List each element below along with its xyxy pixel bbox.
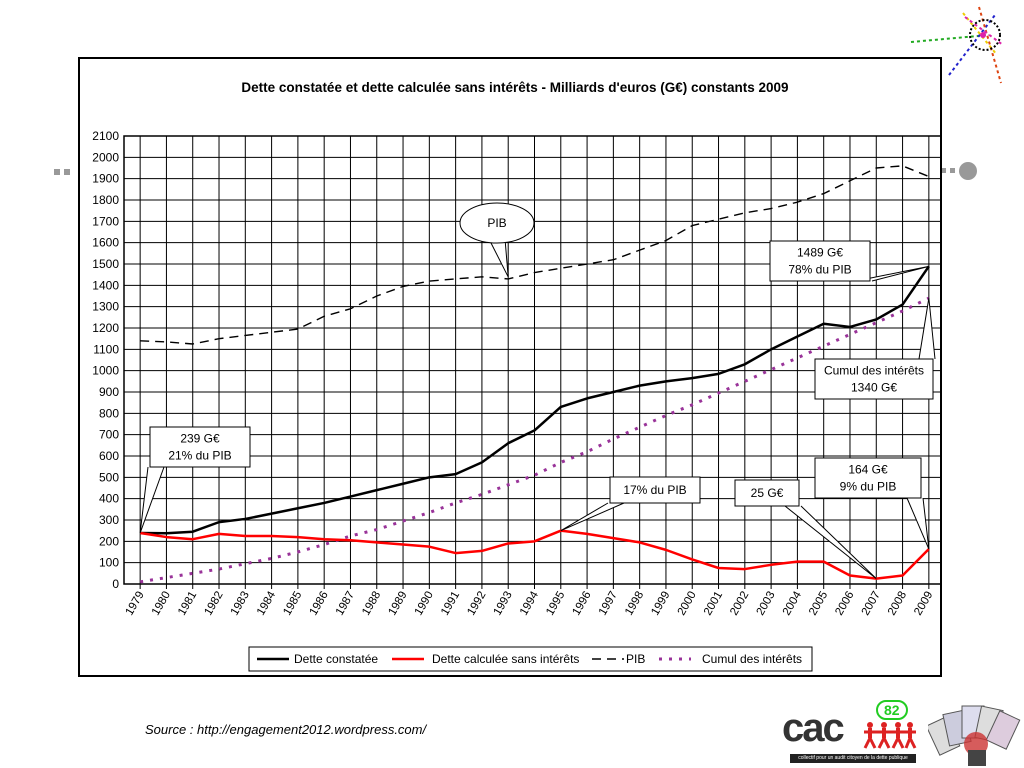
decorative-dots-left	[54, 169, 70, 175]
callout-text: 239 G€	[180, 432, 220, 446]
callout-box	[814, 358, 934, 400]
legend-label: Cumul des intérêts	[702, 652, 802, 666]
y-tick-label: 1700	[92, 214, 119, 228]
x-tick-label: 1983	[229, 590, 252, 618]
x-tick-label: 2002	[728, 590, 751, 618]
x-tick-label: 1999	[649, 590, 672, 618]
callout-pointer	[855, 265, 929, 282]
callout-text: 21% du PIB	[168, 449, 231, 463]
x-tick-label: 1989	[386, 590, 409, 618]
y-tick-label: 200	[99, 534, 119, 548]
y-tick-label: 0	[112, 577, 119, 591]
y-tick-label: 2000	[92, 150, 119, 164]
y-tick-label: 600	[99, 449, 119, 463]
legend-label: Dette constatée	[294, 652, 378, 666]
x-tick-label: 2008	[886, 590, 909, 618]
x-tick-label: 1980	[150, 590, 173, 618]
callout-box	[149, 426, 251, 468]
x-tick-label: 1991	[439, 590, 462, 618]
callout-text: 17% du PIB	[623, 483, 686, 497]
series-line-2	[140, 165, 930, 345]
callout-text: 1340 G€	[851, 381, 897, 395]
callout-text: PIB	[487, 216, 506, 230]
y-tick-label: 1200	[92, 321, 119, 335]
series-line-0	[140, 265, 930, 535]
callout-text: 9% du PIB	[840, 480, 897, 494]
cac-logo: cac 82 collectif pour un audit citoyen d…	[782, 700, 1024, 768]
people-figures-icon	[863, 722, 917, 749]
y-tick-label: 1500	[92, 257, 119, 271]
logo-number-badge: 82	[876, 700, 908, 720]
x-tick-label: 1996	[570, 590, 593, 618]
x-tick-label: 2009	[912, 590, 935, 618]
callout-text: 1489 G€	[797, 246, 843, 260]
callout-box	[814, 457, 922, 499]
x-tick-label: 2003	[755, 590, 778, 618]
callout-text: 25 G€	[751, 486, 784, 500]
callout-box	[769, 240, 871, 282]
x-tick-label: 1992	[465, 590, 488, 618]
x-tick-label: 1984	[255, 589, 278, 618]
callout-text: 78% du PIB	[788, 263, 851, 277]
decorative-starburst-icon	[910, 6, 1004, 84]
playing-cards-icon	[928, 705, 1021, 766]
y-tick-label: 1900	[92, 172, 119, 186]
y-tick-label: 1100	[93, 342, 119, 356]
y-tick-label: 800	[99, 406, 119, 420]
callout-pointer	[906, 497, 930, 550]
y-tick-label: 400	[99, 492, 119, 506]
x-tick-label: 2001	[702, 590, 725, 618]
callout-bubble	[459, 202, 535, 244]
callout-box	[609, 476, 701, 504]
y-tick-label: 500	[99, 470, 119, 484]
x-tick-label: 1986	[308, 590, 331, 618]
x-tick-label: 1988	[360, 590, 383, 618]
legend-label: Dette calculée sans intérêts	[432, 652, 579, 666]
decorative-dots-right	[941, 162, 977, 180]
y-tick-label: 900	[99, 385, 119, 399]
x-tick-label: 2007	[860, 590, 883, 618]
callout-text: Cumul des intérêts	[824, 364, 924, 378]
x-tick-label: 1993	[492, 590, 515, 618]
legend-label: PIB	[626, 652, 645, 666]
y-tick-label: 100	[99, 556, 119, 570]
x-tick-label: 1982	[202, 590, 225, 618]
source-caption: Source : http://engagement2012.wordpress…	[145, 722, 427, 737]
x-tick-label: 1994	[518, 589, 541, 618]
y-tick-label: 1300	[92, 300, 119, 314]
x-tick-label: 1987	[334, 590, 357, 618]
debt-line-chart: Dette constatée et dette calculée sans i…	[92, 80, 940, 672]
y-tick-label: 1000	[92, 364, 119, 378]
callout-pointer	[918, 298, 936, 360]
x-tick-label: 2006	[833, 590, 856, 618]
callout-box	[734, 479, 800, 507]
x-tick-label: 1997	[597, 590, 620, 618]
y-tick-label: 700	[99, 428, 119, 442]
x-tick-label: 1981	[176, 590, 199, 618]
series-line-1	[139, 529, 930, 580]
logo-text: cac	[782, 706, 845, 750]
x-tick-label: 2000	[676, 590, 699, 618]
legend-box	[248, 646, 813, 672]
x-tick-label: 1990	[413, 590, 436, 618]
y-tick-label: 1600	[92, 236, 119, 250]
callout-pointer	[784, 505, 877, 580]
callout-pointer	[560, 502, 625, 532]
x-tick-label: 1979	[124, 590, 147, 618]
callout-text: 164 G€	[848, 463, 888, 477]
x-tick-label: 2004	[781, 589, 804, 618]
x-tick-label: 2005	[807, 590, 830, 618]
x-tick-label: 1995	[544, 590, 567, 618]
logo-tagline: collectif pour un audit citoyen de la de…	[790, 754, 916, 763]
y-tick-label: 300	[99, 513, 119, 527]
chart-title: Dette constatée et dette calculée sans i…	[241, 80, 788, 95]
y-tick-label: 1800	[92, 193, 119, 207]
callout-pointer	[139, 466, 165, 534]
x-tick-label: 1985	[281, 590, 304, 618]
y-tick-label: 1400	[92, 278, 119, 292]
y-tick-label: 2100	[92, 129, 119, 143]
chart-frame: Dette constatée et dette calculée sans i…	[78, 57, 942, 677]
x-tick-label: 1998	[623, 590, 646, 618]
